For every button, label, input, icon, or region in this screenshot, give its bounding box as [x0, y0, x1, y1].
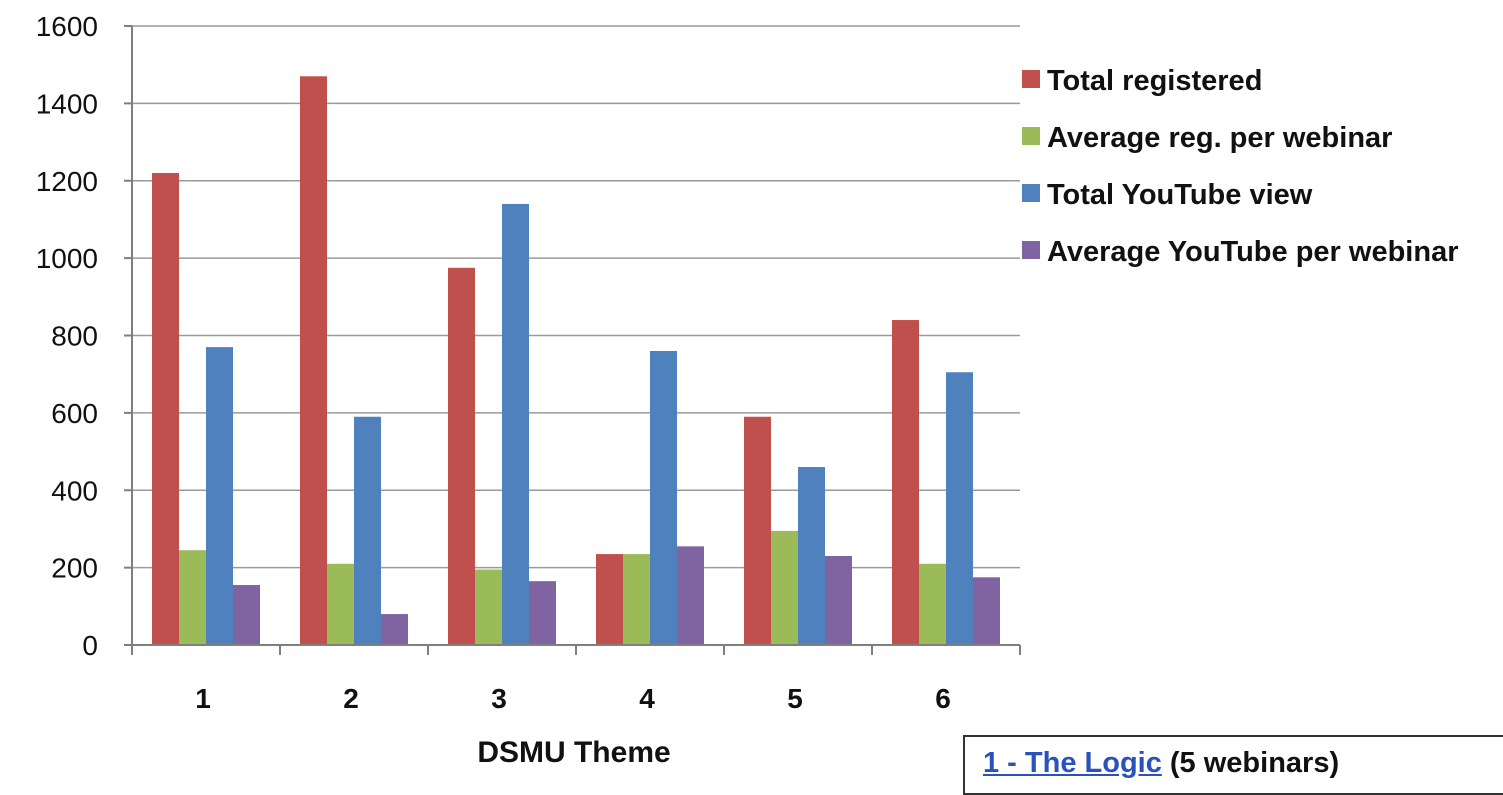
x-tick-label: 5 [787, 683, 803, 714]
bar-series-3-cat-1 [206, 347, 233, 645]
bar-series-2-cat-5 [771, 530, 798, 645]
legend: Total registered Average reg. per webinar… [1022, 65, 1458, 268]
x-tick-label: 2 [343, 683, 359, 714]
bar-series-3-cat-2 [354, 416, 381, 645]
bar-series-1-cat-1 [152, 173, 179, 645]
bar-series-1-cat-2 [300, 76, 327, 645]
x-tick-label: 4 [639, 683, 655, 714]
bar-series-4-cat-3 [529, 581, 556, 645]
y-tick-label: 1400 [36, 88, 98, 119]
bar-series-4-cat-5 [825, 556, 852, 645]
bar-series-3-cat-6 [946, 372, 973, 645]
y-tick-label: 1600 [36, 11, 98, 42]
bar-series-1-cat-5 [744, 416, 771, 645]
bar-series-2-cat-1 [179, 550, 206, 645]
bar-series-4-cat-1 [233, 585, 260, 645]
legend-swatch-1 [1022, 70, 1040, 88]
legend-swatch-2 [1022, 127, 1040, 145]
bar-series-2-cat-6 [919, 563, 946, 645]
bar-series-3-cat-4 [650, 350, 677, 645]
y-tick-label: 1200 [36, 166, 98, 197]
x-tick-labels: 1 2 3 4 5 6 [195, 683, 951, 714]
axes [124, 25, 1021, 655]
theme-link[interactable]: 1 - The Logic [983, 747, 1162, 779]
bar-series-3-cat-3 [502, 203, 529, 645]
bar-series-4-cat-4 [677, 546, 704, 645]
legend-label-4: Average YouTube per webinar [1047, 236, 1458, 268]
y-tick-label: 200 [51, 553, 98, 584]
x-tick-label: 3 [491, 683, 507, 714]
bar-series-4-cat-6 [973, 577, 1000, 645]
bar-series-3-cat-5 [798, 467, 825, 645]
bar-series-4-cat-2 [381, 614, 408, 645]
bar-series-1-cat-3 [448, 267, 475, 645]
bar-series-2-cat-4 [623, 554, 650, 645]
y-tick-label: 0 [82, 630, 98, 661]
bar-series-2-cat-3 [475, 569, 502, 645]
y-tick-label: 600 [51, 398, 98, 429]
x-axis-title: DSMU Theme [477, 736, 670, 769]
legend-swatch-4 [1022, 241, 1040, 259]
legend-swatch-3 [1022, 184, 1040, 202]
legend-label-1: Total registered [1047, 65, 1262, 97]
legend-label-3: Total YouTube view [1047, 179, 1313, 211]
bar-series-1-cat-4 [596, 554, 623, 645]
legend-label-2: Average reg. per webinar [1047, 122, 1392, 154]
theme-note-text: (5 webinars) [1161, 747, 1340, 779]
x-tick-label: 6 [935, 683, 951, 714]
bar-series-1-cat-6 [892, 320, 919, 645]
bar-series-2-cat-2 [327, 563, 354, 645]
y-tick-label: 400 [51, 475, 98, 506]
y-tick-labels: 0 200 400 600 800 1000 1200 1400 1600 [36, 11, 98, 661]
bars [152, 76, 1000, 645]
y-tick-label: 1000 [36, 243, 98, 274]
y-tick-label: 800 [51, 321, 98, 352]
x-tick-label: 1 [195, 683, 211, 714]
gridlines [132, 25, 1020, 569]
theme-note-box: 1 - The Logic (5 webinars) [963, 735, 1503, 795]
bar-chart: 0 200 400 600 800 1000 1200 1400 1600 1 2 3 4 5 6 DSM… [36, 11, 1459, 769]
